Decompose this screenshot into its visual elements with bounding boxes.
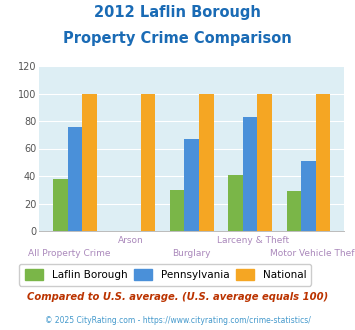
Text: 2012 Laflin Borough: 2012 Laflin Borough bbox=[94, 5, 261, 20]
Bar bbox=[170, 190, 184, 231]
Bar bbox=[228, 175, 243, 231]
Text: Larceny & Theft: Larceny & Theft bbox=[217, 236, 289, 245]
Bar bbox=[243, 117, 257, 231]
Bar bbox=[286, 191, 301, 231]
Bar bbox=[184, 139, 199, 231]
Bar bbox=[257, 93, 272, 231]
Bar bbox=[82, 93, 97, 231]
Text: All Property Crime: All Property Crime bbox=[28, 249, 111, 258]
Text: © 2025 CityRating.com - https://www.cityrating.com/crime-statistics/: © 2025 CityRating.com - https://www.city… bbox=[45, 316, 310, 325]
Bar bbox=[301, 161, 316, 231]
Bar bbox=[199, 93, 214, 231]
Legend: Laflin Borough, Pennsylvania, National: Laflin Borough, Pennsylvania, National bbox=[20, 264, 311, 285]
Bar bbox=[316, 93, 331, 231]
Text: Arson: Arson bbox=[118, 236, 143, 245]
Text: Compared to U.S. average. (U.S. average equals 100): Compared to U.S. average. (U.S. average … bbox=[27, 292, 328, 302]
Text: Property Crime Comparison: Property Crime Comparison bbox=[63, 31, 292, 46]
Text: Motor Vehicle Theft: Motor Vehicle Theft bbox=[270, 249, 355, 258]
Bar bbox=[67, 126, 82, 231]
Bar bbox=[141, 93, 155, 231]
Text: Burglary: Burglary bbox=[173, 249, 211, 258]
Bar bbox=[53, 179, 67, 231]
